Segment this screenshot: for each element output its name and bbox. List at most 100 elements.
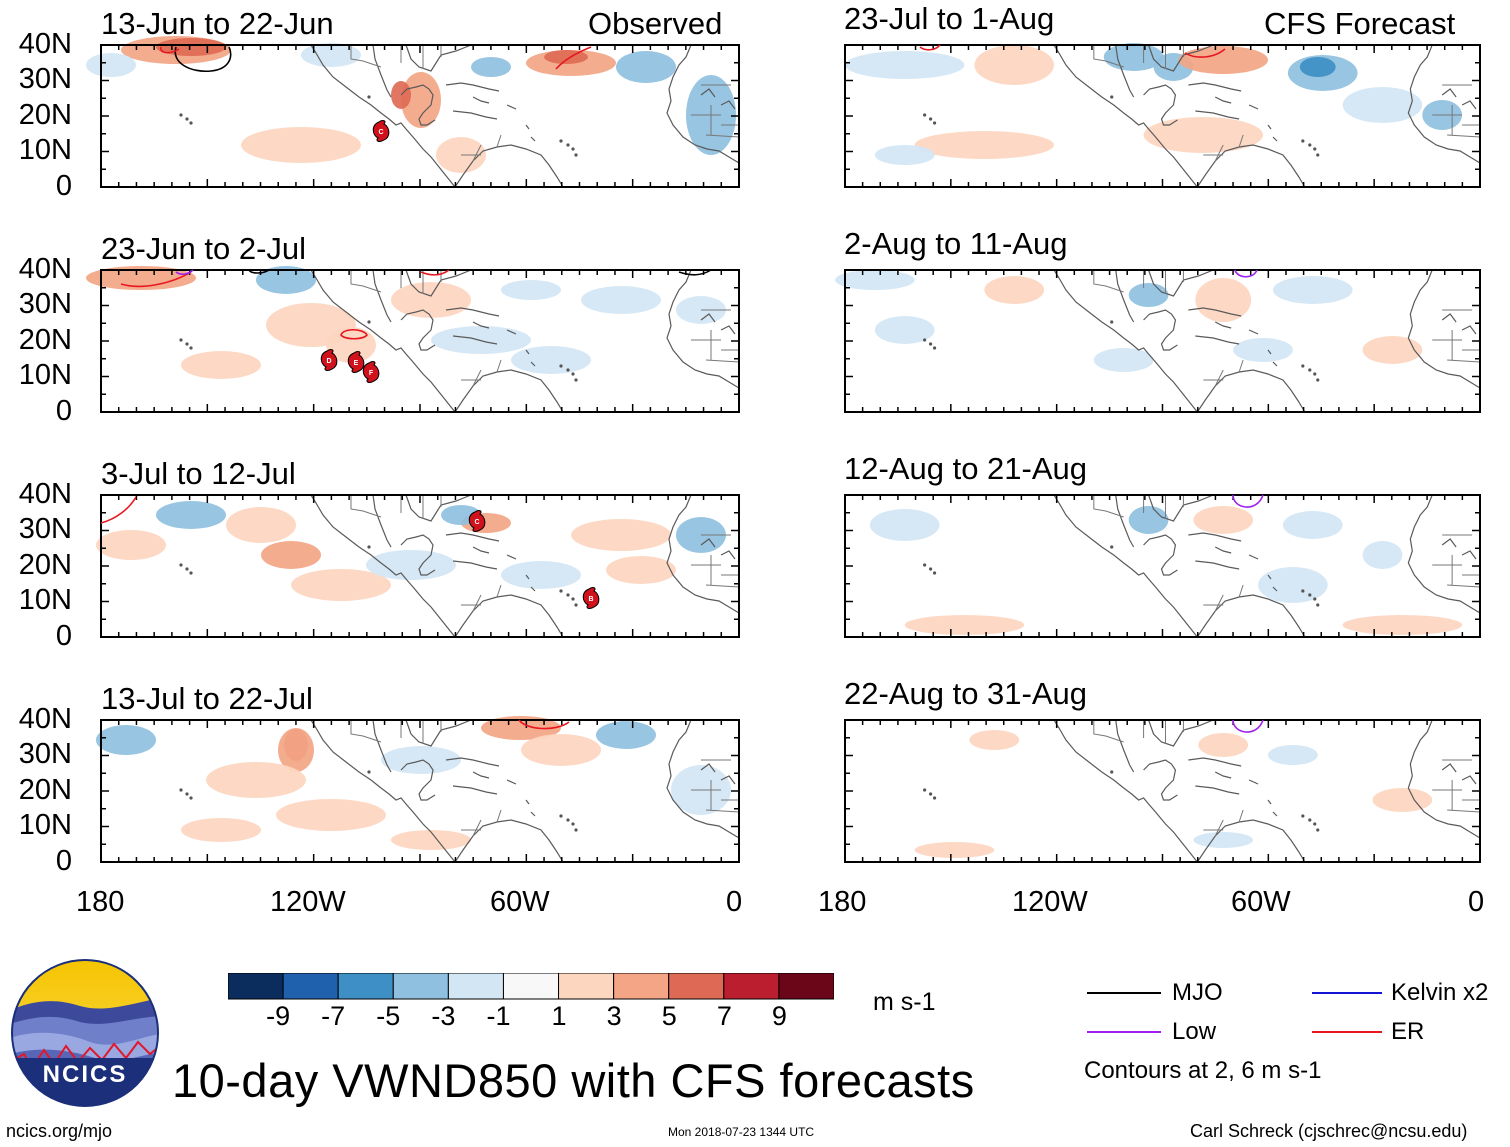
map-panel-observed-1: C — [86, 36, 740, 188]
island — [1308, 143, 1312, 147]
footer-url[interactable]: ncics.org/mjo — [6, 1121, 113, 1141]
lat-label: 0 — [55, 170, 72, 202]
island — [1301, 814, 1305, 818]
anomaly-shading — [156, 501, 226, 529]
anomaly-shading — [481, 716, 561, 740]
lon-label: 60W — [1231, 886, 1291, 918]
lat-label: 40N — [18, 703, 72, 735]
map-panel-forecast-2 — [835, 269, 1481, 413]
island — [932, 796, 937, 800]
anomaly-shading — [521, 734, 601, 766]
island — [929, 117, 933, 121]
island — [923, 338, 927, 342]
anomaly-shading — [596, 721, 656, 749]
anomaly-shading — [1372, 788, 1433, 812]
contour-line — [1234, 269, 1258, 278]
anomaly-shading — [501, 561, 581, 589]
anomaly-shading — [241, 127, 361, 163]
anomaly-shading — [606, 556, 676, 584]
anomaly-shading — [581, 286, 661, 314]
anomaly-shading — [1268, 745, 1318, 765]
anomaly-shading — [1342, 87, 1423, 123]
anomaly-shading — [96, 725, 156, 755]
island — [566, 818, 570, 822]
island — [367, 770, 371, 774]
anomaly-shading — [1282, 511, 1343, 539]
island — [1301, 589, 1305, 593]
lon-label: 180 — [818, 886, 867, 918]
island — [179, 113, 183, 117]
island — [932, 571, 937, 575]
colorbar-label: -9 — [266, 1001, 291, 1031]
island — [559, 589, 563, 593]
colorbar-swatch — [558, 973, 615, 1000]
island — [1110, 320, 1114, 324]
island — [574, 828, 578, 832]
contour-line — [518, 719, 570, 730]
coastline — [310, 494, 740, 638]
colorbar-label: 9 — [771, 1001, 787, 1031]
coastline — [1053, 719, 1481, 863]
lon-label: 180 — [76, 886, 125, 918]
anomaly-shading — [326, 327, 376, 363]
island — [571, 822, 575, 826]
anomaly-shading — [181, 351, 261, 379]
island — [1308, 593, 1312, 597]
cfs-forecast-header: CFS Forecast — [1264, 6, 1456, 41]
island — [179, 338, 183, 342]
panel-frame — [100, 719, 740, 863]
colorbar-swatch — [228, 973, 284, 1000]
contour-line — [555, 46, 592, 70]
storm-label: B — [588, 596, 593, 603]
anomaly-shading — [969, 730, 1020, 750]
anomaly-shading — [276, 799, 386, 831]
colorbar-units: m s-1 — [873, 988, 936, 1016]
panel-frame — [844, 269, 1481, 413]
island — [189, 796, 193, 800]
island — [179, 788, 183, 792]
panel-frame — [100, 269, 740, 413]
storm-marker: C — [372, 120, 390, 142]
anomaly-shading — [1233, 338, 1293, 362]
anomaly-shading — [914, 131, 1055, 159]
anomaly-shading — [226, 507, 296, 543]
anomaly-shading — [1178, 46, 1269, 74]
contour-line — [919, 44, 941, 51]
coastline — [1053, 269, 1481, 413]
anomaly-shading — [1362, 541, 1403, 569]
anomaly-shading — [1128, 506, 1169, 534]
storm-label: E — [354, 360, 359, 367]
lat-label: 40N — [18, 28, 72, 60]
lat-label: 20N — [18, 774, 72, 806]
island — [932, 346, 937, 350]
map-panel-forecast-3 — [844, 494, 1481, 638]
island — [1316, 828, 1320, 832]
lat-label: 10N — [18, 134, 72, 166]
panel-title-obs-3: 3-Jul to 12-Jul — [101, 456, 296, 491]
map-panel-observed-4 — [96, 716, 740, 863]
lat-label: 0 — [55, 845, 72, 877]
colorbar-swatch — [392, 973, 449, 1000]
lat-label: 40N — [18, 478, 72, 510]
anomaly-shading — [366, 550, 456, 580]
island — [1301, 139, 1305, 143]
anomaly-shading — [1128, 283, 1169, 307]
legend-label-kelvin: Kelvin x2 — [1391, 979, 1489, 1006]
lon-label: 120W — [1012, 886, 1088, 918]
anomaly-shading — [501, 280, 561, 300]
lon-label: 0 — [1468, 886, 1485, 918]
contour-line — [678, 269, 712, 276]
anomaly-shading — [1272, 276, 1353, 304]
island — [566, 593, 570, 597]
island — [574, 153, 578, 157]
contour-line — [1232, 719, 1264, 733]
anomaly-shading — [544, 50, 588, 64]
storm-label: C — [378, 129, 383, 136]
panel-frame — [844, 494, 1481, 638]
island — [179, 563, 183, 567]
map-panel-forecast-1 — [844, 43, 1481, 188]
coastline — [1053, 44, 1481, 188]
lat-label: 10N — [18, 584, 72, 616]
island — [932, 121, 937, 125]
island — [574, 378, 578, 382]
